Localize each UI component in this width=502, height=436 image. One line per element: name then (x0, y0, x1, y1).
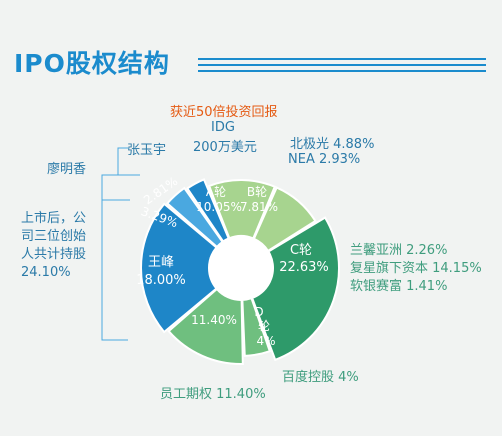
founders-note-4: 24.10% (21, 265, 71, 280)
title-rule-1 (198, 58, 486, 60)
slice-label-b-1: B轮 (247, 185, 267, 199)
slice-label-a-1: A轮 (206, 185, 226, 199)
c-note-2: 复星旗下资本 14.15% (350, 261, 482, 276)
slice-label-d-2: 轮 (258, 319, 270, 333)
founders-note-3: 人共计持股 (21, 247, 87, 262)
slice-label-c-2: 22.63% (279, 260, 329, 275)
slice-label-wang-2: 18.00% (136, 273, 186, 288)
idg-label: IDG (211, 120, 235, 135)
esop-label: 员工期权 11.40% (160, 387, 266, 402)
founders-note-1: 上市后，公 (21, 211, 87, 226)
c-note-1: 兰馨亚洲 2.26% (350, 243, 448, 258)
slice-label-wang-1: 王峰 (148, 255, 174, 270)
pie-slices (140, 178, 340, 365)
slice-label-d-1: D (254, 305, 263, 319)
leader-liao (101, 175, 130, 201)
page-title: IPO股权结构 (14, 49, 170, 78)
donut-hole (209, 236, 273, 300)
nea-label-1: 北极光 4.88% (290, 137, 375, 152)
leader-founders (101, 174, 130, 341)
slice-label-esop: 11.40% (191, 313, 237, 327)
liao-label: 廖明香 (47, 162, 87, 177)
slice-label-b-2: 7.81% (240, 200, 278, 214)
idg-amount: 200万美元 (193, 140, 257, 155)
baidu-label: 百度控股 4% (282, 370, 359, 385)
slice-label-d-3: 4% (256, 334, 275, 348)
idg-note: 获近50倍投资回报 (170, 105, 278, 120)
nea-label-2: NEA 2.93% (288, 152, 361, 167)
slice-label-c-1: C轮 (290, 243, 312, 258)
zhang-label: 张玉宇 (127, 143, 167, 158)
founders-note-2: 司三位创始 (21, 229, 87, 244)
c-note-3: 软银赛富 1.41% (350, 279, 448, 294)
title-rule-2 (198, 64, 486, 66)
title-rule-3 (198, 70, 486, 72)
slice-label-a-2: 10.05% (196, 200, 242, 214)
pie-slice (252, 186, 317, 253)
